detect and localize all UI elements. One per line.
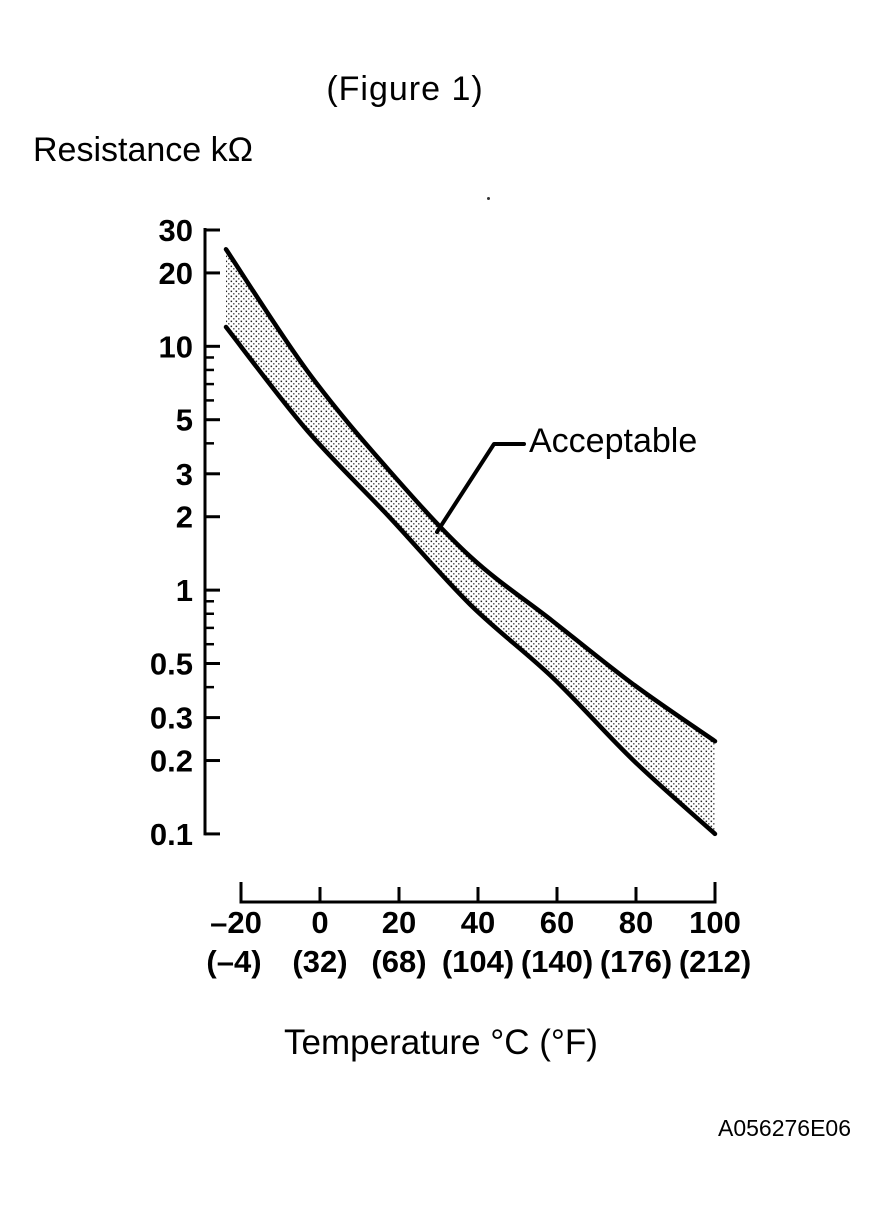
- lower-limit-curve: [223, 324, 718, 837]
- limit-curves: [223, 247, 718, 837]
- y-axis-title: Resistance kΩ: [33, 131, 254, 169]
- x-tick-label-c: 0: [311, 905, 328, 940]
- y-axis: 30 20 10 5 3 2 1 0.5 0.3 0.2 0.1: [150, 213, 220, 852]
- scan-speck: [487, 197, 490, 200]
- y-tick-label: 0.3: [150, 701, 193, 736]
- x-tick-label-f: (104): [442, 944, 514, 979]
- annotation-leader-line: [435, 442, 526, 534]
- y-tick-label: 2: [176, 500, 193, 535]
- x-tick-label-c: 100: [689, 905, 741, 940]
- y-tick-label: 20: [159, 256, 193, 291]
- y-tick-label: 0.1: [150, 817, 193, 852]
- x-tick-label-c: –20: [210, 905, 262, 940]
- x-tick-label-c: 60: [540, 905, 574, 940]
- document-code: A056276E06: [718, 1115, 852, 1141]
- x-tick-label-c: 20: [382, 905, 416, 940]
- y-tick-label: 5: [176, 403, 193, 438]
- leader-line: [435, 442, 526, 534]
- x-axis-title: Temperature °C (°F): [284, 1023, 598, 1062]
- x-tick-label-c: 80: [619, 905, 653, 940]
- acceptable-band: [226, 249, 715, 834]
- x-tick-label-c: 40: [461, 905, 495, 940]
- acceptable-band-fill: [226, 249, 715, 834]
- y-tick-label: 3: [176, 457, 193, 492]
- y-tick-label: 30: [159, 213, 193, 248]
- x-tick-label-f: (140): [521, 944, 593, 979]
- x-axis: –20 (–4) 0 (32) 20 (68) 40 (104) 60 (140) 80 (176) 1…: [206, 882, 751, 979]
- upper-limit-curve: [223, 247, 718, 744]
- y-tick-label: 0.2: [150, 744, 193, 779]
- band-annotation-label: Acceptable: [529, 422, 698, 460]
- x-tick-label-f: (32): [292, 944, 347, 979]
- x-tick-label-f: (68): [371, 944, 426, 979]
- x-tick-label-f: (176): [600, 944, 672, 979]
- y-tick-label: 0.5: [150, 647, 193, 682]
- y-tick-label: 1: [176, 573, 193, 608]
- x-tick-label-f: (–4): [206, 944, 261, 979]
- x-tick-label-f: (212): [679, 944, 751, 979]
- y-tick-label: 10: [159, 329, 193, 364]
- figure-title: (Figure 1): [326, 70, 484, 108]
